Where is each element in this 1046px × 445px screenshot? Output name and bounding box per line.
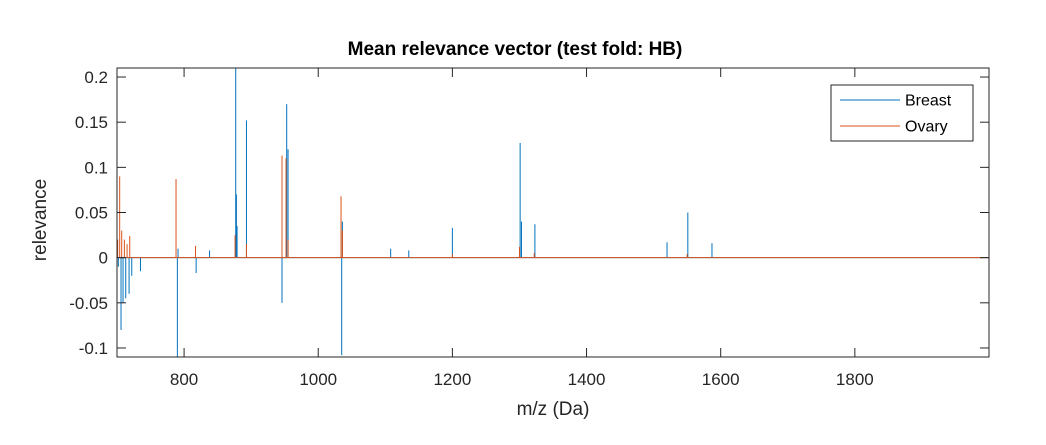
legend-label-ovary: Ovary	[905, 119, 948, 136]
y-tick-label: -0.05	[69, 294, 108, 313]
y-tick-label: 0.05	[75, 204, 108, 223]
y-tick-label: 0	[99, 249, 108, 268]
y-tick-label: -0.1	[79, 339, 108, 358]
x-tick-label: 800	[170, 370, 198, 389]
y-tick-label: 0.1	[84, 158, 108, 177]
y-tick-label: 0.15	[75, 113, 108, 132]
y-axis-label: relevance	[30, 179, 51, 261]
ticks-layer: 800 1000 1200 1400 1600 1800 0.2 0.15 0.1 0.05 0 -0…	[69, 68, 989, 389]
legend: Breast Ovary	[830, 84, 974, 142]
legend-label-breast: Breast	[905, 93, 952, 110]
x-tick-label: 1600	[702, 370, 740, 389]
series-layer	[117, 68, 989, 357]
y-tick-label: 0.2	[84, 68, 108, 87]
x-axis-label: m/z (Da)	[517, 399, 590, 420]
chart-title: Mean relevance vector (test fold: HB)	[348, 39, 683, 60]
plot-frame	[116, 67, 990, 358]
x-tick-label: 1400	[568, 370, 606, 389]
x-tick-label: 1800	[836, 370, 874, 389]
legend-box	[830, 84, 974, 142]
x-tick-label: 1200	[433, 370, 471, 389]
x-tick-label: 1000	[299, 370, 337, 389]
